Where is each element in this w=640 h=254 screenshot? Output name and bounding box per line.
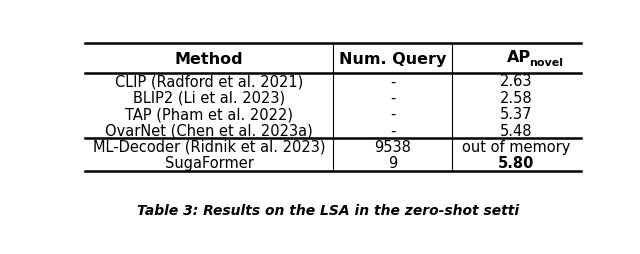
- Text: BLIP2 (Li et al. 2023): BLIP2 (Li et al. 2023): [133, 90, 285, 105]
- Text: -: -: [390, 74, 395, 89]
- Text: 5.48: 5.48: [500, 123, 532, 138]
- Text: 9: 9: [388, 156, 397, 171]
- Text: 2.63: 2.63: [500, 74, 532, 89]
- Text: 5.37: 5.37: [500, 107, 532, 122]
- Text: ML-Decoder (Ridnik et al. 2023): ML-Decoder (Ridnik et al. 2023): [93, 139, 325, 154]
- Text: TAP (Pham et al. 2022): TAP (Pham et al. 2022): [125, 107, 293, 122]
- Text: -: -: [390, 90, 395, 105]
- Text: -: -: [390, 107, 395, 122]
- Text: Method: Method: [175, 51, 243, 66]
- Text: Table 3: Results on the LSA in the zero-shot setti: Table 3: Results on the LSA in the zero-…: [137, 203, 519, 217]
- Text: OvarNet (Chen et al. 2023a): OvarNet (Chen et al. 2023a): [105, 123, 313, 138]
- Text: Num. Query: Num. Query: [339, 51, 446, 66]
- Text: -: -: [390, 123, 395, 138]
- Text: 2.58: 2.58: [500, 90, 532, 105]
- Text: AP: AP: [507, 50, 531, 65]
- Text: SugaFormer: SugaFormer: [164, 156, 253, 171]
- Text: novel: novel: [529, 58, 563, 68]
- Text: out of memory: out of memory: [462, 139, 571, 154]
- Text: 9538: 9538: [374, 139, 411, 154]
- Text: 5.80: 5.80: [499, 156, 534, 171]
- Text: CLIP (Radford et al. 2021): CLIP (Radford et al. 2021): [115, 74, 303, 89]
